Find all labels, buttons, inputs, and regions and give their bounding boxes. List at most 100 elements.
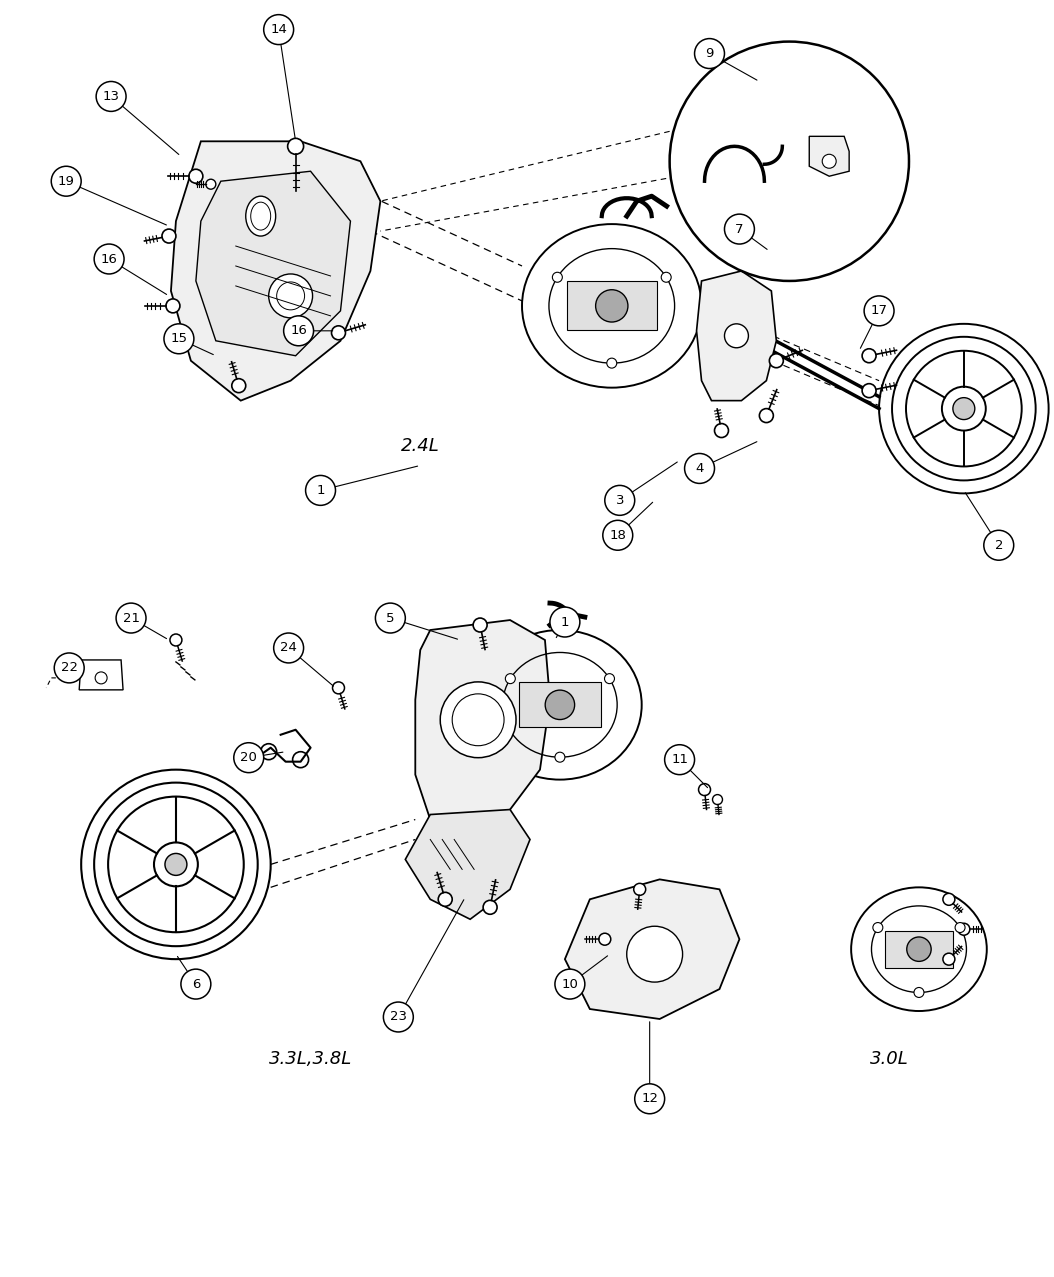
Circle shape: [724, 215, 755, 244]
Circle shape: [165, 853, 187, 875]
Circle shape: [699, 784, 710, 796]
Text: 22: 22: [61, 661, 78, 674]
Circle shape: [724, 324, 748, 347]
Circle shape: [864, 296, 894, 326]
Text: 13: 13: [102, 89, 119, 103]
Text: 3.0L: 3.0L: [870, 1050, 909, 1068]
Text: 16: 16: [290, 324, 307, 337]
Text: 2: 2: [995, 539, 1003, 552]
Text: 12: 12: [641, 1092, 658, 1106]
Polygon shape: [885, 931, 953, 968]
Circle shape: [605, 485, 635, 516]
Circle shape: [375, 603, 406, 633]
Polygon shape: [79, 660, 123, 690]
Circle shape: [685, 453, 715, 484]
Circle shape: [627, 926, 683, 982]
Text: 9: 9: [705, 47, 714, 60]
Circle shape: [332, 326, 346, 340]
Circle shape: [769, 354, 783, 368]
Circle shape: [234, 743, 264, 773]
Circle shape: [661, 272, 671, 282]
Text: 7: 7: [736, 222, 744, 235]
Circle shape: [914, 987, 924, 997]
Circle shape: [665, 744, 695, 775]
Circle shape: [116, 603, 147, 633]
Text: 14: 14: [270, 23, 287, 36]
Circle shape: [873, 922, 883, 932]
Polygon shape: [565, 880, 740, 1019]
Circle shape: [264, 14, 294, 45]
Circle shape: [545, 690, 574, 719]
Circle shape: [274, 633, 304, 663]
Circle shape: [384, 1002, 413, 1032]
Circle shape: [759, 409, 774, 423]
Circle shape: [715, 424, 728, 438]
Polygon shape: [171, 142, 380, 401]
Circle shape: [550, 607, 580, 637]
Text: 1: 1: [561, 616, 569, 628]
Circle shape: [441, 682, 516, 757]
Text: 6: 6: [192, 978, 200, 991]
Circle shape: [599, 933, 610, 945]
Circle shape: [189, 170, 202, 183]
Circle shape: [181, 969, 211, 999]
Polygon shape: [697, 271, 777, 401]
Polygon shape: [809, 137, 850, 176]
Circle shape: [162, 229, 176, 243]
Circle shape: [554, 969, 585, 999]
Circle shape: [164, 324, 194, 354]
Circle shape: [943, 953, 955, 965]
Circle shape: [953, 397, 975, 420]
Circle shape: [983, 530, 1014, 561]
Polygon shape: [406, 810, 530, 919]
Circle shape: [288, 138, 304, 155]
Circle shape: [284, 315, 313, 346]
Ellipse shape: [246, 197, 276, 236]
Circle shape: [332, 682, 345, 693]
Circle shape: [607, 358, 617, 368]
Circle shape: [633, 884, 646, 895]
Text: 15: 15: [171, 332, 188, 345]
Circle shape: [669, 42, 909, 281]
Circle shape: [483, 900, 497, 914]
Polygon shape: [196, 171, 351, 356]
Text: 20: 20: [240, 751, 257, 764]
Circle shape: [943, 894, 955, 905]
Text: 23: 23: [390, 1010, 407, 1023]
Ellipse shape: [479, 630, 642, 780]
Circle shape: [473, 618, 487, 632]
Text: 5: 5: [386, 612, 394, 624]
Circle shape: [955, 922, 965, 932]
Circle shape: [269, 275, 313, 318]
Text: 19: 19: [58, 175, 75, 188]
Circle shape: [232, 379, 246, 392]
Text: 11: 11: [671, 753, 688, 766]
Circle shape: [96, 82, 126, 111]
Circle shape: [822, 155, 836, 169]
Circle shape: [862, 383, 876, 397]
Circle shape: [165, 299, 180, 313]
Text: 21: 21: [122, 612, 139, 624]
Circle shape: [862, 349, 876, 363]
Ellipse shape: [522, 223, 702, 388]
Circle shape: [603, 520, 632, 550]
Circle shape: [505, 674, 515, 683]
Text: 16: 16: [101, 253, 118, 266]
Circle shape: [94, 244, 124, 275]
Circle shape: [170, 633, 182, 646]
Circle shape: [958, 923, 970, 935]
Polygon shape: [567, 281, 657, 331]
Circle shape: [52, 166, 81, 197]
Text: 17: 17: [871, 304, 887, 318]
Text: 4: 4: [696, 462, 704, 475]
Circle shape: [848, 140, 860, 152]
Text: 2.4L: 2.4L: [401, 437, 440, 455]
Circle shape: [54, 653, 84, 683]
Circle shape: [635, 1084, 665, 1114]
Circle shape: [596, 290, 628, 322]
Circle shape: [906, 937, 931, 962]
Circle shape: [306, 475, 335, 506]
Circle shape: [206, 179, 216, 189]
Ellipse shape: [852, 888, 987, 1011]
Circle shape: [695, 38, 724, 69]
